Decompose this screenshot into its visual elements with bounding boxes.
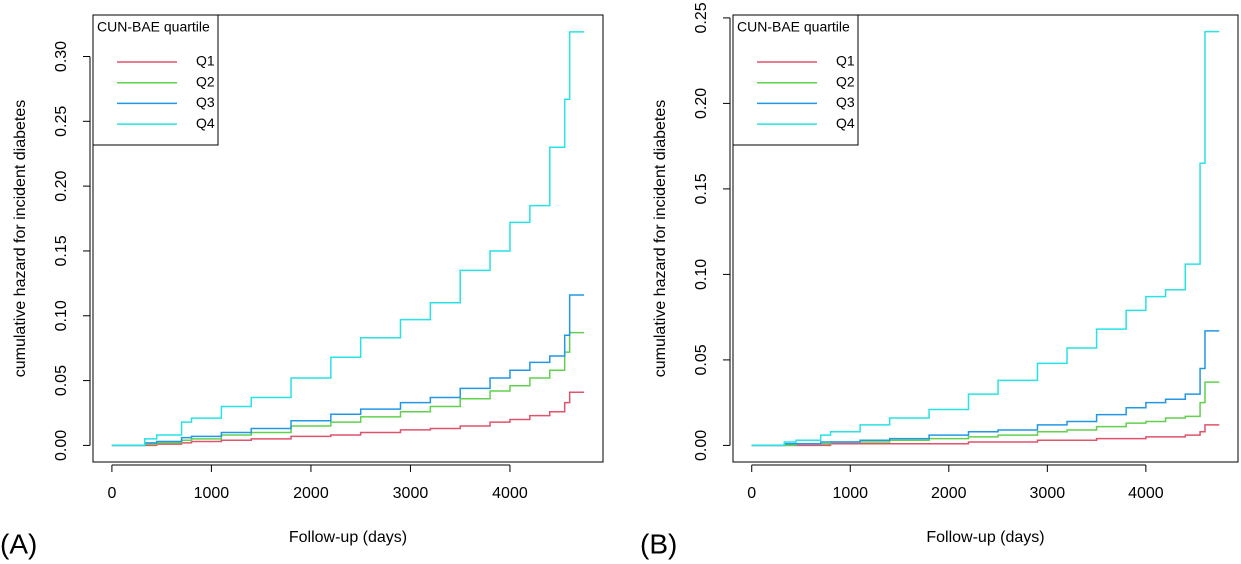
y-tick-label: 0.10	[53, 300, 70, 331]
x-tick-label: 3000	[393, 485, 429, 502]
hazard-line	[111, 294, 585, 447]
hazard-line	[751, 30, 1220, 447]
plot-box	[732, 14, 1239, 463]
y-tick-label: 0.30	[53, 41, 70, 72]
y-tick-label: 0.05	[693, 344, 710, 375]
y-axis-label: cumulative hazard for incident diabetes	[12, 100, 29, 378]
y-tick-label: 0.05	[53, 365, 70, 396]
x-tick-label: 1000	[194, 485, 230, 502]
y-tick-label: 0.00	[53, 430, 70, 461]
panel-label: (B)	[640, 528, 677, 559]
x-axis-label: Follow-up (days)	[926, 529, 1044, 546]
x-tick-label: 4000	[492, 485, 528, 502]
x-tick-label: 2000	[293, 485, 329, 502]
y-tick-label: 0.15	[693, 173, 710, 204]
legend-box	[732, 14, 859, 146]
plot-box	[92, 14, 604, 463]
x-tick-label: 0	[747, 485, 756, 502]
legend-label: Q1	[196, 53, 215, 69]
y-tick-label: 0.20	[53, 170, 70, 201]
hazard-line	[751, 424, 1220, 447]
legend-label: Q4	[836, 115, 855, 131]
y-tick-label: 0.20	[693, 88, 710, 119]
y-tick-label: 0.25	[53, 106, 70, 137]
panel-label: (A)	[0, 528, 37, 559]
y-tick-label: 0.25	[693, 2, 710, 33]
x-tick-label: 1000	[832, 485, 868, 502]
hazard-line	[111, 391, 585, 447]
x-tick-label: 2000	[931, 485, 967, 502]
y-tick-label: 0.15	[53, 235, 70, 266]
legend-label: Q4	[196, 115, 215, 131]
hazard-line	[751, 381, 1220, 447]
hazard-line	[111, 331, 585, 447]
x-tick-label: 3000	[1030, 485, 1066, 502]
y-tick-label: 0.10	[693, 259, 710, 290]
legend-title: CUN-BAE quartile	[97, 19, 210, 35]
legend-label: Q3	[196, 94, 215, 110]
x-tick-label: 0	[107, 485, 116, 502]
legend-label: Q2	[196, 73, 215, 89]
legend-label: Q2	[836, 73, 855, 89]
y-tick-label: 0.00	[693, 430, 710, 461]
legend-label: Q3	[836, 94, 855, 110]
hazard-line	[751, 330, 1220, 447]
x-axis-label: Follow-up (days)	[289, 529, 407, 546]
x-tick-label: 4000	[1128, 485, 1164, 502]
legend-label: Q1	[836, 53, 855, 69]
hazard-line	[111, 31, 585, 447]
legend-title: CUN-BAE quartile	[737, 19, 850, 35]
legend-box	[92, 14, 219, 146]
y-axis-label: cumulative hazard for incident diabetes	[652, 100, 669, 378]
